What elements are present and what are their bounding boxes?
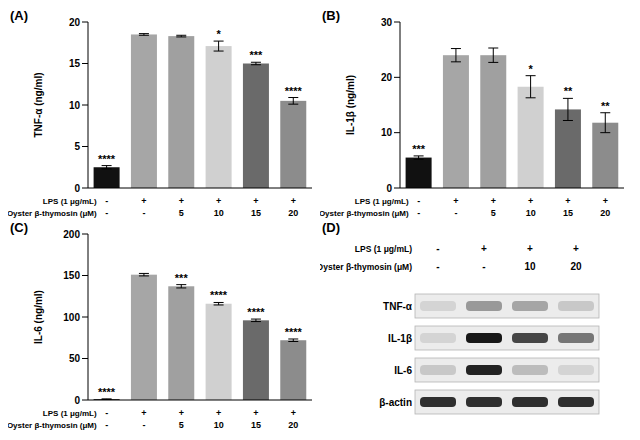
svg-text:IL-1β (ng/ml): IL-1β (ng/ml) bbox=[345, 75, 356, 135]
svg-text:-: - bbox=[143, 420, 146, 430]
svg-text:20: 20 bbox=[288, 420, 298, 430]
svg-text:+: + bbox=[565, 196, 570, 206]
svg-text:-: - bbox=[105, 208, 108, 218]
svg-text:+: + bbox=[179, 196, 184, 206]
svg-text:-: - bbox=[105, 420, 108, 430]
svg-text:+: + bbox=[603, 196, 608, 206]
svg-text:20: 20 bbox=[381, 72, 393, 83]
svg-text:20: 20 bbox=[600, 208, 610, 218]
svg-text:100: 100 bbox=[63, 312, 80, 323]
svg-text:Oyster β-thymosin (μM): Oyster β-thymosin (μM) bbox=[320, 262, 412, 272]
svg-text:-: - bbox=[436, 243, 439, 254]
svg-text:IL-1β: IL-1β bbox=[388, 333, 412, 344]
svg-text:15: 15 bbox=[251, 420, 261, 430]
svg-text:***: *** bbox=[175, 272, 189, 284]
svg-text:LPS (1 μg/mL): LPS (1 μg/mL) bbox=[355, 244, 412, 254]
html-text:(D): (D) bbox=[322, 220, 340, 235]
svg-text:+: + bbox=[481, 243, 487, 254]
svg-text:-: - bbox=[417, 196, 420, 206]
svg-text:10: 10 bbox=[526, 208, 536, 218]
svg-text:+: + bbox=[291, 408, 296, 418]
svg-text:****: **** bbox=[210, 289, 228, 301]
svg-text:5: 5 bbox=[491, 208, 496, 218]
svg-text:-: - bbox=[417, 208, 420, 218]
svg-text:Oyster β-thymosin (μM): Oyster β-thymosin (μM) bbox=[8, 421, 97, 430]
svg-text:Oyster β-thymosin (μM): Oyster β-thymosin (μM) bbox=[320, 209, 409, 218]
svg-text:-: - bbox=[436, 261, 439, 272]
svg-text:****: **** bbox=[285, 326, 303, 338]
svg-text:+: + bbox=[253, 196, 258, 206]
svg-text:10: 10 bbox=[214, 208, 224, 218]
svg-text:10: 10 bbox=[214, 420, 224, 430]
svg-text:+: + bbox=[491, 196, 496, 206]
svg-text:****: **** bbox=[98, 386, 116, 398]
svg-text:10: 10 bbox=[524, 261, 536, 272]
svg-text:+: + bbox=[291, 196, 296, 206]
svg-text:+: + bbox=[573, 243, 579, 254]
svg-text:15: 15 bbox=[563, 208, 573, 218]
svg-text:LPS (1 μg/mL): LPS (1 μg/mL) bbox=[355, 197, 409, 206]
svg-text:+: + bbox=[253, 408, 258, 418]
svg-text:+: + bbox=[453, 196, 458, 206]
html-text:(B): (B) bbox=[322, 8, 340, 23]
svg-text:5: 5 bbox=[179, 420, 184, 430]
svg-text:20: 20 bbox=[288, 208, 298, 218]
svg-text:LPS (1 μg/mL): LPS (1 μg/mL) bbox=[43, 409, 97, 418]
svg-text:**: ** bbox=[564, 85, 573, 97]
svg-text:10: 10 bbox=[69, 100, 81, 111]
svg-text:***: *** bbox=[250, 49, 264, 61]
svg-text:50: 50 bbox=[69, 353, 81, 364]
svg-text:Oyster β-thymosin (μM): Oyster β-thymosin (μM) bbox=[8, 209, 97, 218]
html-text:(A): (A) bbox=[10, 8, 28, 23]
svg-text:TNF-α: TNF-α bbox=[383, 301, 413, 312]
svg-text:+: + bbox=[527, 243, 533, 254]
svg-text:+: + bbox=[216, 196, 221, 206]
svg-text:20: 20 bbox=[69, 17, 81, 28]
svg-text:****: **** bbox=[98, 153, 116, 165]
svg-text:**: ** bbox=[601, 100, 610, 112]
svg-text:5: 5 bbox=[179, 208, 184, 218]
svg-text:5: 5 bbox=[74, 141, 80, 152]
svg-text:-: - bbox=[482, 261, 485, 272]
svg-text:*: * bbox=[528, 63, 533, 75]
svg-text:-: - bbox=[455, 208, 458, 218]
svg-text:****: **** bbox=[285, 85, 303, 97]
svg-text:150: 150 bbox=[63, 270, 80, 281]
svg-text:10: 10 bbox=[381, 127, 393, 138]
svg-text:+: + bbox=[141, 196, 146, 206]
svg-text:-: - bbox=[105, 196, 108, 206]
svg-text:+: + bbox=[528, 196, 533, 206]
svg-text:IL-6: IL-6 bbox=[394, 365, 412, 376]
svg-text:30: 30 bbox=[381, 17, 393, 28]
svg-text:IL-6 (ng/ml): IL-6 (ng/ml) bbox=[33, 290, 44, 344]
svg-text:-: - bbox=[105, 408, 108, 418]
svg-text:+: + bbox=[141, 408, 146, 418]
svg-text:-: - bbox=[143, 208, 146, 218]
svg-text:15: 15 bbox=[251, 208, 261, 218]
svg-text:β-actin: β-actin bbox=[379, 397, 412, 408]
svg-text:+: + bbox=[216, 408, 221, 418]
svg-text:TNF-α (ng/ml): TNF-α (ng/ml) bbox=[33, 72, 44, 137]
svg-text:****: **** bbox=[247, 306, 265, 318]
svg-text:+: + bbox=[179, 408, 184, 418]
svg-text:15: 15 bbox=[69, 58, 81, 69]
svg-text:***: *** bbox=[412, 143, 426, 155]
svg-text:LPS (1 μg/mL): LPS (1 μg/mL) bbox=[43, 197, 97, 206]
svg-text:*: * bbox=[216, 28, 221, 40]
svg-text:20: 20 bbox=[570, 261, 582, 272]
html-text:(C): (C) bbox=[10, 220, 28, 235]
svg-text:0: 0 bbox=[386, 183, 392, 194]
svg-text:0: 0 bbox=[74, 183, 80, 194]
svg-text:200: 200 bbox=[63, 229, 80, 240]
svg-text:0: 0 bbox=[74, 395, 80, 406]
